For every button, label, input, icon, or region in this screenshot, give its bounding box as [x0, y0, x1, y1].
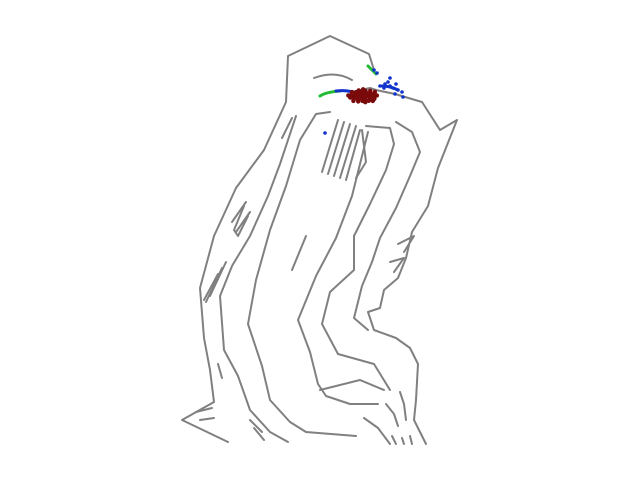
blue-point: [391, 86, 395, 90]
wall-bottom-2: [363, 417, 391, 445]
blue-sensor-points: [323, 68, 405, 135]
wall-dash-7: [203, 273, 219, 301]
blue-point: [382, 86, 386, 90]
wall-hatch-4: [339, 125, 357, 179]
wall-inner-block: [355, 129, 367, 179]
blue-point: [323, 131, 327, 135]
wall-dash-5: [209, 261, 227, 297]
wall-dash-6: [205, 267, 223, 303]
blue-point: [401, 95, 405, 99]
wall-top-arc: [313, 73, 353, 81]
blue-point: [386, 80, 390, 84]
blue-point: [388, 84, 392, 88]
wall-corridor-1: [219, 115, 297, 443]
red-point: [351, 98, 356, 104]
wall-dash-8: [291, 235, 307, 271]
wall-bottom-3: [399, 391, 407, 421]
wall-hatch-1: [321, 119, 339, 173]
trail-blue-left: [334, 89, 354, 94]
wall-dash-12: [249, 419, 263, 433]
blue-point: [388, 76, 392, 80]
red-particle-cluster: [346, 87, 380, 105]
blue-point: [400, 90, 404, 94]
blue-point: [393, 92, 397, 96]
wall-corridor-4: [321, 125, 395, 391]
red-point: [372, 89, 378, 95]
wall-dash-1: [281, 117, 293, 139]
wall-dash-15: [401, 437, 405, 445]
wall-teeth-2: [389, 257, 405, 273]
maze-walls: [181, 35, 458, 445]
wall-hatch-2: [327, 121, 345, 175]
red-point: [356, 99, 361, 104]
red-point: [356, 88, 361, 93]
blue-point: [375, 71, 379, 75]
wall-outer-right: [367, 89, 458, 445]
wall-hatch-5: [345, 129, 361, 181]
wall-corridor-2: [247, 111, 357, 437]
red-point: [346, 93, 351, 98]
red-point: [374, 93, 380, 98]
wall-dash-9: [217, 363, 223, 379]
wall-bottom-1: [319, 379, 385, 391]
wall-dash-11: [199, 417, 215, 421]
red-point: [366, 98, 371, 104]
wall-corridor-5: [353, 121, 421, 331]
red-point: [360, 87, 366, 92]
wall-corridor-3: [297, 131, 379, 405]
wall-dash-13: [253, 427, 265, 441]
blue-point: [394, 82, 398, 86]
wall-dash-10: [195, 407, 213, 413]
wall-hatch-3: [333, 123, 351, 177]
red-point: [349, 89, 355, 95]
wall-bottom-4: [385, 403, 399, 427]
wall-outer-left: [181, 35, 375, 443]
blue-point: [383, 82, 387, 86]
blue-point: [372, 68, 376, 72]
red-point: [363, 100, 368, 105]
wall-dash-4: [233, 205, 249, 237]
red-point: [370, 98, 375, 104]
red-point: [368, 88, 373, 94]
blue-point: [378, 84, 382, 88]
blue-point: [396, 88, 400, 92]
wall-dash-14: [391, 435, 397, 445]
wall-dash-16: [409, 435, 413, 445]
wall-teeth-1: [397, 235, 415, 253]
